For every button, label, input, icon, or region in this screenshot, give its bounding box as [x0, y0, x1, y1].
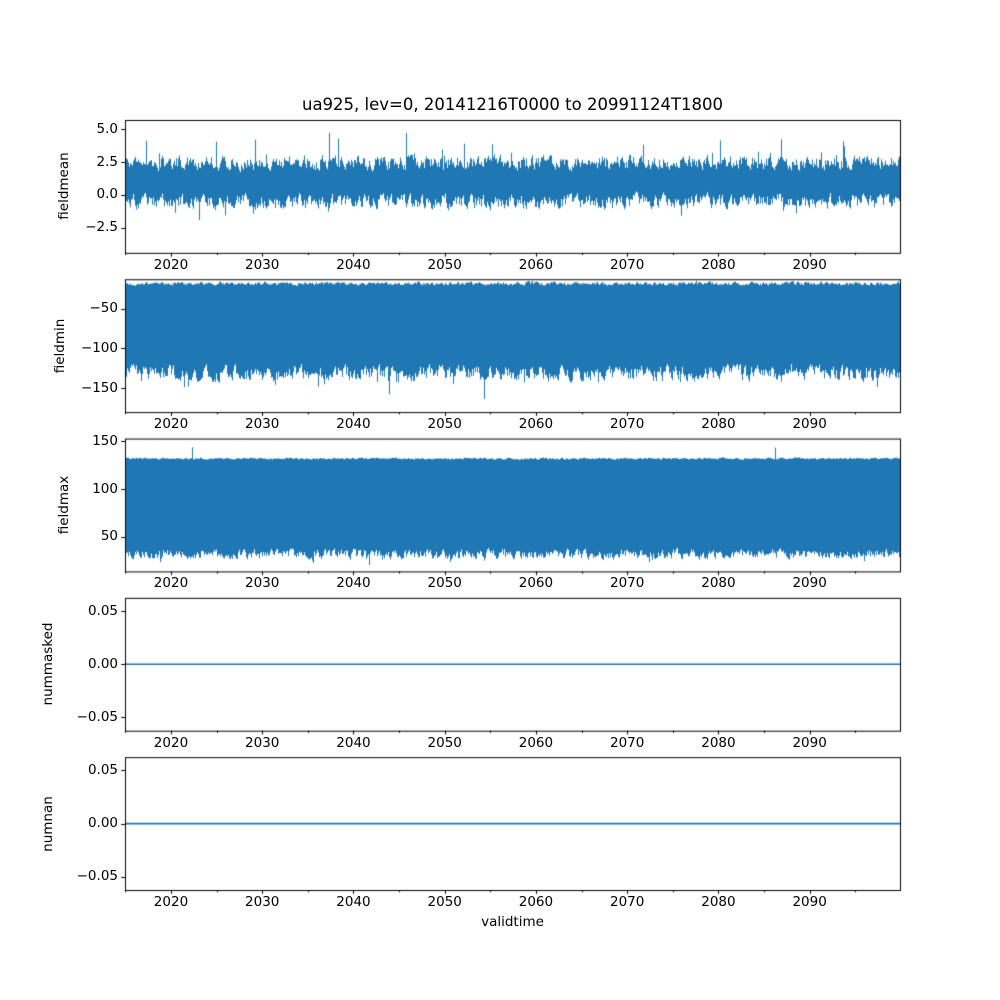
y-axis-label-fieldmin: fieldmin: [52, 318, 68, 373]
x-tick-label: 2040: [336, 575, 371, 592]
x-tick-label: 2050: [427, 575, 462, 592]
x-tick-label: 2090: [792, 416, 827, 433]
x-axis-label: validtime: [481, 914, 544, 930]
x-tick-label: 2040: [336, 416, 371, 433]
y-axis-label-numnan: numnan: [40, 795, 56, 852]
y-tick-label: −100: [80, 339, 118, 356]
x-tick-label: 2020: [153, 416, 189, 433]
x-tick-label: 2090: [792, 734, 827, 751]
x-tick-label: 2050: [427, 894, 462, 910]
x-tick-label: 2070: [610, 575, 645, 592]
x-tick-label: 2070: [610, 256, 645, 273]
x-tick-label: 2060: [518, 894, 554, 910]
x-tick-label: 2070: [610, 894, 645, 910]
x-tick-label: 2020: [153, 256, 189, 273]
y-tick-label: 2.5: [96, 153, 118, 170]
y-axis-label-nummasked: nummasked: [40, 622, 56, 706]
x-tick-label: 2050: [427, 416, 462, 433]
x-tick-label: 2070: [610, 734, 645, 751]
x-tick-label: 2040: [336, 734, 371, 751]
x-tick-label: 2030: [245, 575, 280, 592]
x-tick-label: 2080: [701, 894, 736, 910]
y-tick-label: 100: [92, 480, 118, 497]
x-tick-label: 2080: [701, 256, 736, 273]
y-tick-label: −0.05: [76, 868, 118, 885]
x-tick-label: 2070: [610, 416, 645, 433]
y-tick-label: 0.05: [87, 761, 118, 778]
x-tick-label: 2050: [427, 734, 462, 751]
x-tick-label: 2020: [153, 734, 189, 751]
x-tick-label: 2090: [792, 894, 827, 910]
x-tick-label: 2020: [153, 894, 189, 910]
x-tick-label: 2090: [792, 256, 827, 273]
y-tick-label: −2.5: [85, 219, 118, 236]
x-tick-label: 2020: [153, 575, 189, 592]
figure-title: ua925, lev=0, 20141216T0000 to 20991124T…: [301, 95, 724, 114]
x-tick-label: 2030: [245, 734, 280, 751]
x-tick-label: 2060: [518, 416, 554, 433]
x-tick-label: 2060: [518, 575, 554, 592]
x-tick-label: 2040: [336, 894, 371, 910]
x-tick-label: 2080: [701, 575, 736, 592]
y-tick-label: 5.0: [96, 120, 118, 137]
x-tick-label: 2080: [701, 416, 736, 433]
x-tick-label: 2050: [427, 256, 462, 273]
x-tick-label: 2060: [518, 256, 554, 273]
y-tick-label: −50: [89, 300, 119, 317]
y-axis-label-fieldmean: fieldmean: [56, 152, 72, 221]
x-tick-label: 2030: [245, 416, 280, 433]
y-tick-label: 150: [92, 432, 118, 449]
y-tick-label: 0.0: [96, 186, 118, 203]
x-tick-label: 2040: [336, 256, 371, 273]
y-tick-label: 0.00: [87, 655, 118, 672]
y-tick-label: −0.05: [76, 708, 118, 725]
y-axis-label-fieldmax: fieldmax: [56, 475, 72, 535]
x-tick-label: 2030: [245, 256, 280, 273]
y-tick-label: 50: [100, 528, 118, 545]
x-tick-label: 2060: [518, 734, 554, 751]
y-tick-label: 0.00: [87, 815, 118, 832]
x-tick-label: 2090: [792, 575, 827, 592]
y-tick-label: 0.05: [87, 602, 118, 619]
x-tick-label: 2030: [245, 894, 280, 910]
x-tick-label: 2080: [701, 734, 736, 751]
y-tick-label: −150: [80, 379, 118, 396]
